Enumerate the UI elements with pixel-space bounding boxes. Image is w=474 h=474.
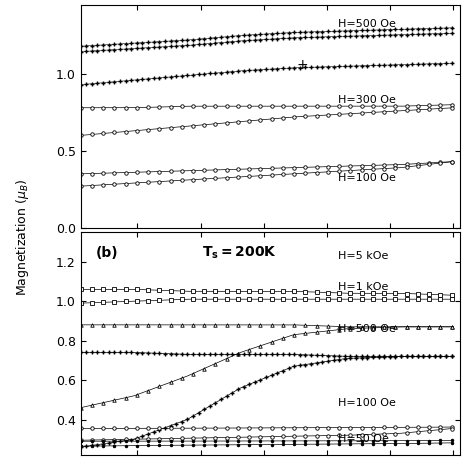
Text: H=1 kOe: H=1 kOe	[338, 282, 389, 292]
Text: H=300 Oe: H=300 Oe	[338, 95, 396, 105]
Text: H=50 Oe: H=50 Oe	[338, 434, 389, 444]
Text: $\mathbf{T_s=200K}$: $\mathbf{T_s=200K}$	[202, 245, 277, 261]
Text: H=500 Oe: H=500 Oe	[338, 19, 396, 29]
Text: H=5 kOe: H=5 kOe	[338, 251, 389, 261]
Text: Magnetization ($\mu_B$): Magnetization ($\mu_B$)	[14, 178, 31, 296]
Text: H=100 Oe: H=100 Oe	[338, 398, 396, 408]
Text: (b): (b)	[96, 246, 118, 260]
Text: H=100 Oe: H=100 Oe	[338, 173, 396, 183]
Text: H=500 Oe: H=500 Oe	[338, 324, 396, 335]
Text: +: +	[297, 58, 309, 73]
